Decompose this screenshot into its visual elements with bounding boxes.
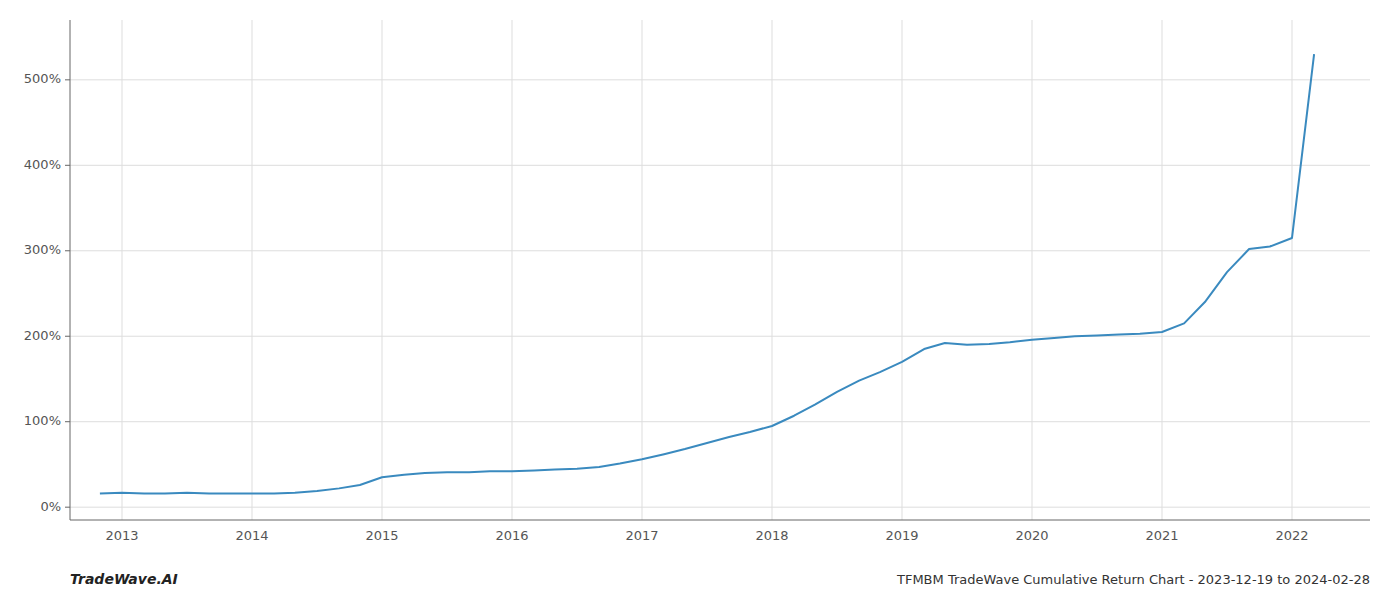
- x-tick-label: 2016: [495, 528, 528, 543]
- x-grid-line: [902, 20, 903, 520]
- x-grid-line: [382, 20, 383, 520]
- x-tick-label: 2022: [1275, 528, 1308, 543]
- y-tick: [65, 165, 70, 166]
- x-tick-label: 2018: [755, 528, 788, 543]
- axes: 0% 100% 200% 300% 400% 500% 2013 2014 2015 2016 20…: [24, 20, 1370, 543]
- y-tick: [65, 336, 70, 337]
- x-tick-label: 2013: [105, 528, 138, 543]
- x-grid-line: [642, 20, 643, 520]
- x-tick-label: 2014: [235, 528, 268, 543]
- y-tick-label: 100%: [24, 413, 61, 428]
- x-grid-line: [1292, 20, 1293, 520]
- watermark: TradeWave.AI: [70, 571, 178, 587]
- chart-container: 0% 100% 200% 300% 400% 500% 2013 2014 2015 2016 20…: [0, 0, 1400, 600]
- y-grid-line: [70, 421, 1370, 422]
- y-tick-label: 200%: [24, 328, 61, 343]
- x-tick-label: 2020: [1015, 528, 1048, 543]
- y-grid-line: [70, 165, 1370, 166]
- x-tick-label: 2019: [885, 528, 918, 543]
- x-tick-label: 2021: [1145, 528, 1178, 543]
- y-grid-line: [70, 79, 1370, 80]
- x-grid-line: [252, 20, 253, 520]
- x-grid-line: [122, 20, 123, 520]
- y-grid-line: [70, 250, 1370, 251]
- x-axis-line: [70, 520, 1370, 521]
- line: [100, 54, 1314, 493]
- y-axis-line: [70, 20, 71, 520]
- x-grid-line: [512, 20, 513, 520]
- title: TFMBM TradeWave Cumulative Return Chart …: [896, 572, 1370, 587]
- y-grid-line: [70, 336, 1370, 337]
- x-grid-line: [1032, 20, 1033, 520]
- y-tick: [65, 507, 70, 508]
- chart-svg: 0% 100% 200% 300% 400% 500% 2013 2014 2015 2016 20…: [0, 0, 1400, 600]
- grid: [70, 20, 1370, 520]
- x-tick-label: 2015: [365, 528, 398, 543]
- y-tick: [65, 421, 70, 422]
- y-grid-line: [70, 507, 1370, 508]
- y-tick-label: 300%: [24, 242, 61, 257]
- x-grid-line: [1162, 20, 1163, 520]
- y-tick: [65, 79, 70, 80]
- y-tick-label: 500%: [24, 71, 61, 86]
- plot-data: [100, 54, 1314, 493]
- y-tick-label: 0%: [40, 499, 61, 514]
- x-tick-label: 2017: [625, 528, 658, 543]
- y-tick: [65, 250, 70, 251]
- y-tick-label: 400%: [24, 157, 61, 172]
- x-grid-line: [772, 20, 773, 520]
